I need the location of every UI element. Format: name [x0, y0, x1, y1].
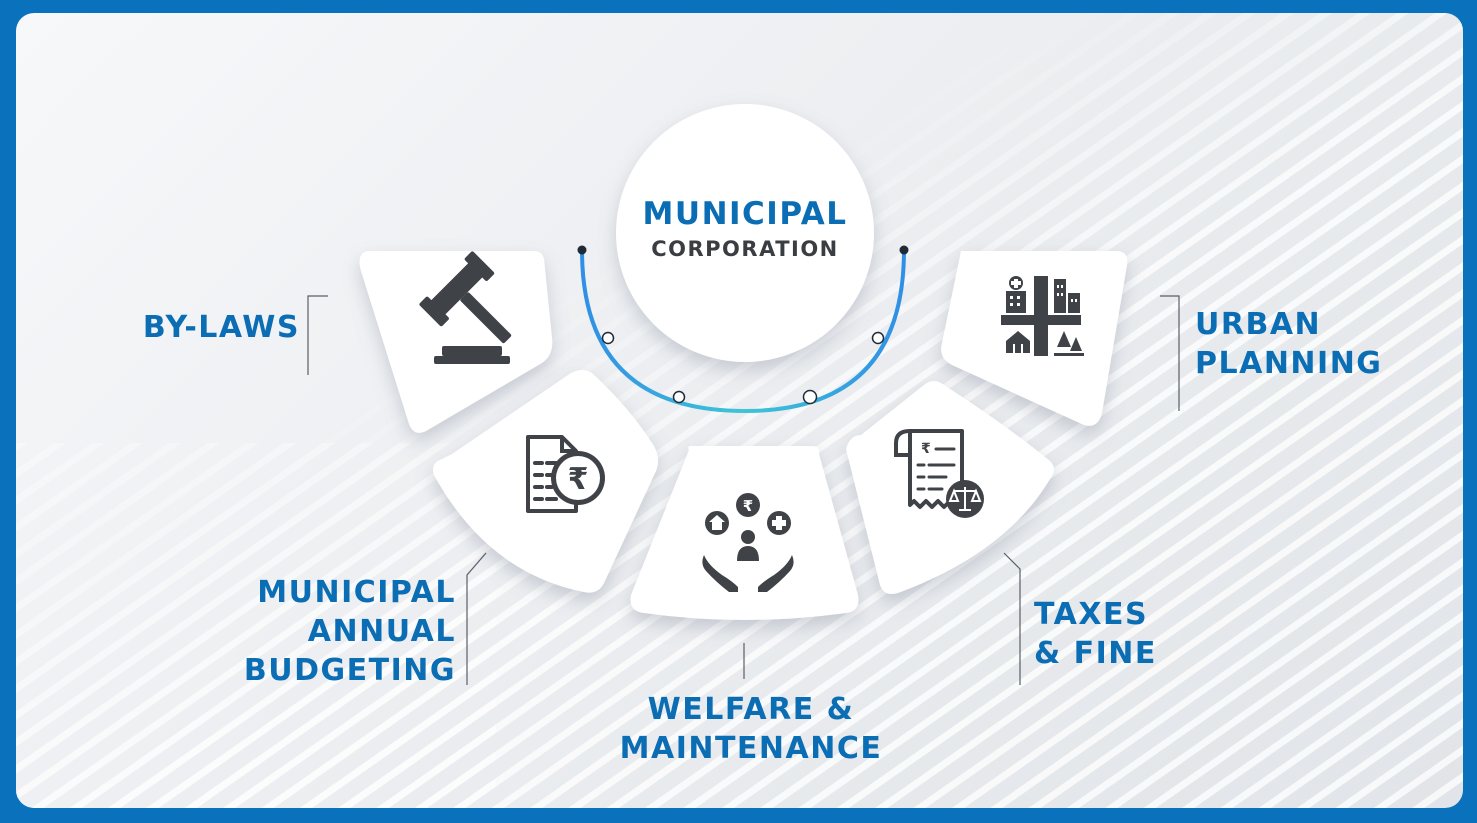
label-line: ANNUAL [307, 614, 456, 649]
arc-node [802, 389, 818, 405]
segment-card-by-laws [359, 251, 553, 433]
leader-taxes [1003, 552, 1021, 685]
rupee-document-icon: ₹ [526, 435, 605, 513]
tax-receipt-scales-icon: ₹ [894, 429, 984, 518]
label-budgeting: MUNICIPAL ANNUAL BUDGETING [216, 573, 456, 690]
svg-text:₹: ₹ [921, 441, 931, 457]
label-line: URBAN [1195, 307, 1322, 342]
arc-end-dot [577, 245, 587, 255]
label-line: BY-LAWS [142, 310, 300, 345]
arc-node [871, 331, 885, 345]
label-line: & FINE [1034, 636, 1157, 671]
leader-by-laws [307, 295, 328, 375]
gavel-icon [419, 251, 512, 364]
label-line: TAXES [1034, 597, 1149, 632]
hub-connector-arc [580, 248, 906, 414]
hub-subtitle: CORPORATION [651, 237, 839, 261]
leader-urban [1160, 295, 1180, 411]
segment-card-budgeting [433, 370, 659, 593]
city-buildings-icon [1001, 276, 1084, 356]
arc-node [601, 331, 615, 345]
label-line: MUNICIPAL [257, 575, 456, 610]
label-line: WELFARE & [647, 692, 855, 727]
hub-title: MUNICIPAL [642, 196, 848, 232]
arc-end-dot [899, 245, 909, 255]
label-line: BUDGETING [243, 653, 456, 688]
hub-circle [616, 104, 874, 362]
label-urban: URBAN PLANNING [1195, 305, 1415, 383]
diagram-graphics: ₹ ₹ ₹ [16, 13, 1463, 808]
label-welfare: WELFARE & MAINTENANCE [596, 690, 906, 768]
label-line: PLANNING [1195, 346, 1383, 381]
svg-text:₹: ₹ [743, 497, 753, 515]
svg-text:₹: ₹ [568, 462, 589, 497]
label-line: MAINTENANCE [619, 731, 883, 766]
label-taxes: TAXES & FINE [1034, 595, 1234, 673]
diagram-canvas: ₹ ₹ ₹ [16, 13, 1463, 808]
welfare-hands-icon: ₹ [702, 493, 794, 592]
arc-node [672, 390, 686, 404]
leader-budgeting [466, 552, 487, 685]
label-by-laws: BY-LAWS [112, 308, 300, 347]
